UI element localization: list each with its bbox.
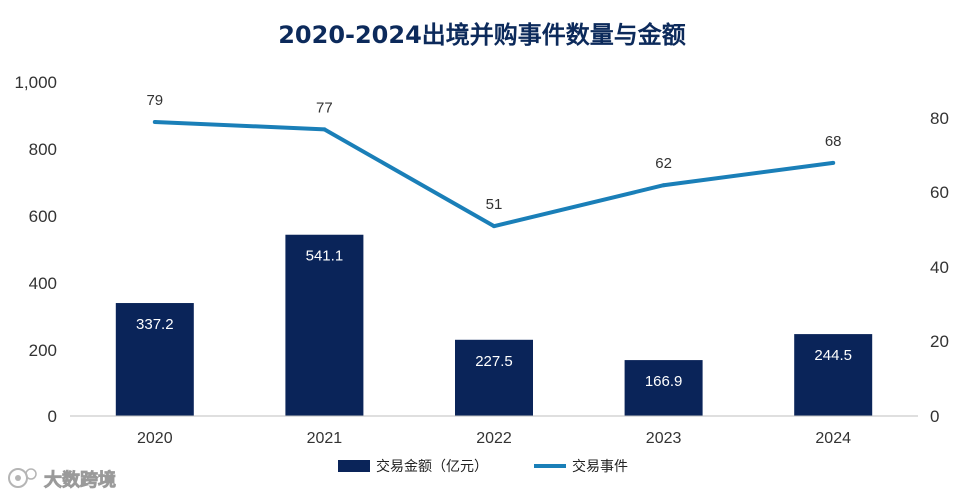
- left-axis: 1,000 800 600 400 200 0: [14, 73, 57, 426]
- legend-bar-label: 交易金额（亿元）: [376, 458, 488, 475]
- line-value-label: 77: [316, 99, 333, 116]
- line-point: [661, 183, 666, 188]
- bar-value-label: 244.5: [814, 347, 852, 364]
- legend-bar-swatch: [338, 460, 370, 472]
- right-tick-label: 20: [930, 332, 949, 351]
- line-value-label: 51: [486, 196, 503, 213]
- watermark: 大数跨境: [8, 468, 116, 491]
- x-tick-label: 2021: [307, 430, 343, 447]
- right-axis: 80 60 40 20 0: [930, 109, 949, 426]
- line-point: [831, 160, 836, 165]
- watermark-text: 大数跨境: [44, 469, 116, 491]
- bar-value-label: 541.1: [306, 248, 344, 265]
- line-point: [492, 224, 496, 229]
- logo-icon: [8, 468, 37, 488]
- bar-value-label: 227.5: [475, 353, 513, 370]
- bar-value-label: 166.9: [645, 373, 683, 390]
- bar-series: [115, 234, 873, 416]
- line-value-label: 79: [146, 92, 163, 109]
- line-series: [152, 119, 836, 229]
- bar: [115, 303, 194, 416]
- left-tick-label: 600: [29, 207, 57, 226]
- right-tick-label: 40: [930, 258, 949, 277]
- right-tick-label: 80: [930, 109, 949, 128]
- x-tick-label: 2024: [815, 430, 851, 447]
- bar-value-label: 337.2: [136, 316, 174, 333]
- left-tick-label: 800: [29, 140, 57, 159]
- line-value-label: 68: [825, 133, 842, 150]
- right-tick-label: 0: [930, 407, 939, 426]
- bar: [285, 234, 364, 416]
- x-axis: 2020 2021 2022 2023 2024: [137, 430, 851, 447]
- line-value-label: 62: [655, 155, 672, 172]
- chart-title: 2020-2024出境并购事件数量与金额: [278, 21, 686, 49]
- left-tick-label: 200: [29, 341, 57, 360]
- data-labels: 337.2 541.1 227.5 166.9 244.5 79 77 51 62 68: [136, 92, 852, 390]
- legend: 交易金额（亿元） 交易事件: [338, 458, 628, 475]
- bar: [794, 334, 873, 416]
- line-point: [322, 127, 327, 132]
- bar: [455, 339, 533, 416]
- x-tick-label: 2022: [476, 430, 512, 447]
- right-tick-label: 60: [930, 183, 949, 202]
- bar: [624, 360, 703, 416]
- x-tick-label: 2023: [646, 430, 682, 447]
- x-tick-label: 2020: [137, 430, 173, 447]
- line-point: [152, 119, 157, 124]
- left-tick-label: 1,000: [14, 73, 57, 92]
- legend-line-label: 交易事件: [572, 458, 628, 475]
- left-tick-label: 0: [48, 407, 57, 426]
- left-tick-label: 400: [29, 274, 57, 293]
